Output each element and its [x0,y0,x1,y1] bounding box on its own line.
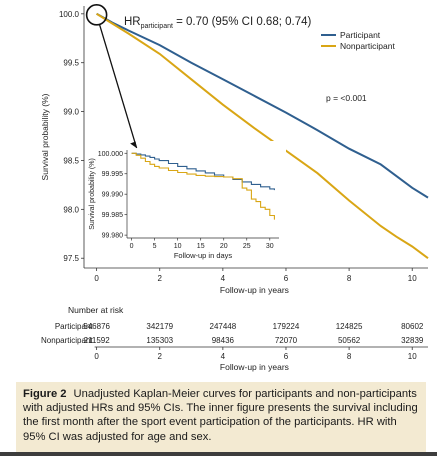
y-axis-title: Survival probability (%) [40,93,50,180]
inset-y-tick-label: 99.990 [102,192,124,199]
risk-cell: 135303 [146,336,173,345]
risk-cell: 72070 [275,336,298,345]
risk-x-tick-label: 10 [408,352,417,361]
highlight-circle [85,4,108,26]
inset-x-tick-label: 30 [266,243,274,250]
risk-x-tick-label: 0 [94,352,99,361]
inset-x-tick-label: 0 [130,243,134,250]
y-tick-label: 98.5 [63,156,79,165]
risk-row-label-nonparticipant: Nonparticipant [41,336,93,345]
inset-y-tick-label: 100.000 [98,151,123,158]
x-tick-label: 10 [408,274,417,283]
inset-x-tick-label: 25 [243,243,251,250]
series-line-nonparticipant [96,12,429,260]
y-tick-label: 99.5 [63,59,79,68]
risk-cell: 80602 [401,322,424,331]
y-tick-label: 100.0 [59,10,80,19]
legend-label-nonparticipant: Nonparticipant [340,41,395,51]
risk-cell: 98436 [212,336,235,345]
x-tick-label: 6 [284,274,289,283]
risk-cell: 247448 [210,322,237,331]
figure-label: Figure 2 [23,388,67,400]
risk-cell: 546876 [83,322,110,331]
risk-x-tick-label: 8 [347,352,352,361]
inset-x-axis-title: Follow-up in days [174,251,233,260]
main-survival-curves [96,12,429,260]
risk-cell: 342179 [146,322,173,331]
risk-cell: 124825 [336,322,363,331]
y-tick-label: 97.5 [63,254,79,263]
legend-label-participant: Participant [340,30,381,40]
p-value-label: p = <0.001 [326,93,367,103]
inset-x-tick-label: 10 [174,243,182,250]
inset-x-tick-label: 20 [220,243,228,250]
risk-x-tick-label: 6 [284,352,289,361]
risk-cell: 179224 [273,322,300,331]
x-tick-label: 0 [94,274,99,283]
y-tick-label: 99.0 [63,108,79,117]
bottom-rule [0,452,437,456]
inset-y-tick-label: 99.995 [102,171,124,178]
risk-cell: 32839 [401,336,424,345]
risk-cell: 50562 [338,336,361,345]
zoom-arrow-line [99,24,138,149]
inset-y-axis-title: Survival probability (%) [89,158,96,230]
risk-x-axis-title: Follow-up in years [220,362,289,372]
figure-caption: Figure 2 Unadjusted Kaplan-Meier curves f… [16,382,426,452]
inset-background [86,141,286,266]
inset-series-line-participant [131,152,275,191]
inset-plot: 99.980 99.985 99.990 99.995 100.000 0 5 10 15 20 2… [86,141,286,266]
inset-series-line-nonparticipant [131,152,275,220]
inset-x-tick-label: 15 [197,243,205,250]
zoom-arrowhead [130,141,137,148]
x-axis-title: Follow-up in years [220,285,289,295]
risk-x-tick-label: 4 [221,352,226,361]
x-tick-label: 8 [347,274,352,283]
x-tick-label: 4 [221,274,226,283]
risk-row-label-participant: Participant [55,322,94,331]
risk-table-title: Number at risk [68,305,124,315]
caption-text: Unadjusted Kaplan-Meier curves for parti… [23,388,418,443]
series-line-participant [96,12,429,199]
annotations: HRparticipant = 0.70 (95% CI 0.68; 0.74)… [85,4,395,149]
x-tick-label: 2 [158,274,163,283]
hr-label: HRparticipant = 0.70 (95% CI 0.68; 0.74) [124,16,311,30]
inset-x-tick-label: 5 [153,243,157,250]
risk-x-tick-label: 2 [158,352,163,361]
inset-y-tick-label: 99.985 [102,212,124,219]
inset-y-tick-label: 99.980 [102,233,124,240]
risk-cell: 211592 [84,336,111,345]
y-tick-label: 98.0 [63,205,79,214]
